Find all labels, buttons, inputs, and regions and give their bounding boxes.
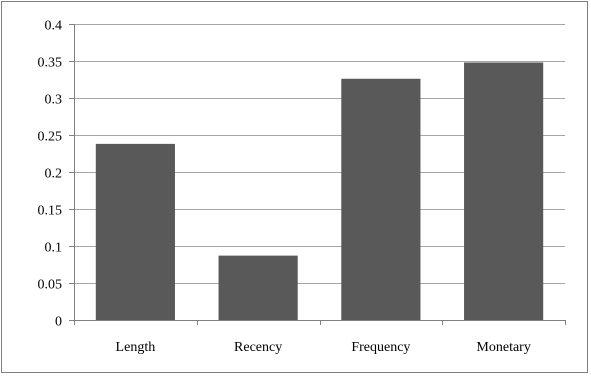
- x-tick-label: Length: [116, 340, 156, 355]
- y-tick-label: 0: [55, 315, 62, 330]
- x-tick-label: Recency: [234, 340, 282, 355]
- x-tick-labels: Length Recency Frequency Monetary: [116, 340, 531, 355]
- y-tick-label: 0.3: [45, 93, 63, 108]
- y-tick-label: 0.35: [38, 56, 63, 71]
- x-tick-label: Monetary: [476, 340, 530, 355]
- bar-length: [95, 143, 175, 320]
- bars: [95, 62, 544, 320]
- y-tick-labels: 0 0.05 0.1 0.15 0.2 0.25 0.3 0.35 0.4: [38, 19, 63, 330]
- y-tick-label: 0.05: [38, 278, 63, 293]
- y-tick-label: 0.25: [38, 130, 63, 145]
- bar-frequency: [341, 78, 421, 320]
- x-tick-label: Frequency: [351, 340, 410, 355]
- y-tick-label: 0.2: [45, 167, 63, 182]
- y-tick-label: 0.4: [45, 19, 63, 34]
- y-tick-label: 0.15: [38, 204, 63, 219]
- y-tick-label: 0.1: [45, 241, 63, 256]
- bar-recency: [218, 255, 298, 320]
- axes: [69, 24, 566, 325]
- bar-monetary: [464, 62, 544, 320]
